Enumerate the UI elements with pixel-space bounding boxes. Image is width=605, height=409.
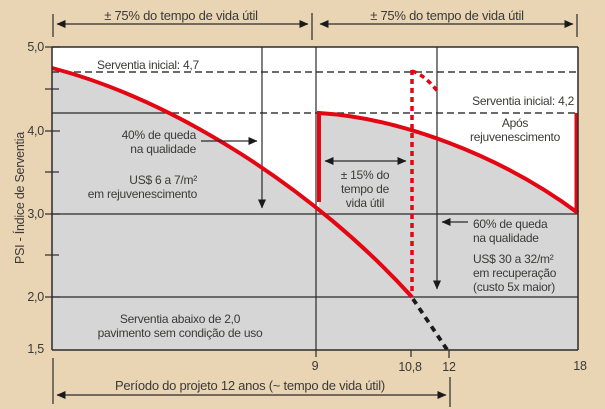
late-recovery-dashed-hook: [411, 69, 440, 94]
rejuvenated-psi-curve: [317, 110, 580, 215]
top-span-right-label: ± 75% do tempo de vida útil: [370, 8, 524, 23]
x-tick-label-10-8: 10,8: [398, 360, 422, 374]
pct15-label-line2: tempo de: [341, 182, 390, 196]
quality-drop-60-label-line2: na qualidade: [473, 231, 539, 245]
x-tick-label-12: 12: [442, 360, 456, 374]
below-2-0-label-line1: Serventia abaixo de 2,0: [120, 312, 241, 326]
recovery-cost-label-line3: (custo 5x maior): [473, 280, 555, 294]
apos-rejuvenescimento-label-line1: Após: [502, 116, 529, 130]
y-tick-label-5-0: 5,0: [27, 40, 44, 54]
x-tick-label-9: 9: [312, 359, 319, 373]
pct15-label-line1: ± 15% do: [341, 168, 390, 182]
rejuvenation-cost-label-line1: US$ 6 a 7/m²: [129, 173, 197, 187]
project-period-label: Período do projeto 12 anos (~ tempo de v…: [115, 378, 385, 393]
x-tick-label-18: 18: [573, 359, 587, 373]
quality-drop-60-label-line1: 60% de queda: [473, 217, 548, 231]
quality-drop-40-label-line1: 40% de queda: [122, 128, 197, 142]
serventia-inicial-42-label: Serventia inicial: 4,2: [472, 94, 574, 108]
top-span-left-label: ± 75% do tempo de vida útil: [104, 8, 258, 23]
serventia-inicial-47-label: Serventia inicial: 4,7: [97, 58, 199, 72]
quality-drop-40-label-line2: na qualidade: [130, 142, 196, 156]
y-axis-title: PSI - Índice de Serventia: [12, 132, 27, 264]
y-tick-label-2-0: 2,0: [27, 290, 44, 304]
y-tick-label-4-0: 4,0: [27, 124, 44, 138]
initial-psi-curve: [51, 66, 414, 299]
apos-rejuvenescimento-label-line2: rejuvenescimento: [470, 130, 561, 144]
below-2-0-label-line2: pavimento sem condição de uso: [98, 326, 263, 340]
y-tick-label-1-5: 1,5: [27, 342, 44, 356]
rejuvenation-cost-label-line2: em rejuvenescimento: [88, 187, 198, 201]
y-tick-label-3-0: 3,0: [27, 207, 44, 221]
pct15-label-line3: vida útil: [346, 196, 384, 210]
recovery-cost-label-line2: em recuperação: [473, 266, 557, 280]
recovery-cost-label-line1: US$ 30 a 32/m²: [473, 252, 554, 266]
